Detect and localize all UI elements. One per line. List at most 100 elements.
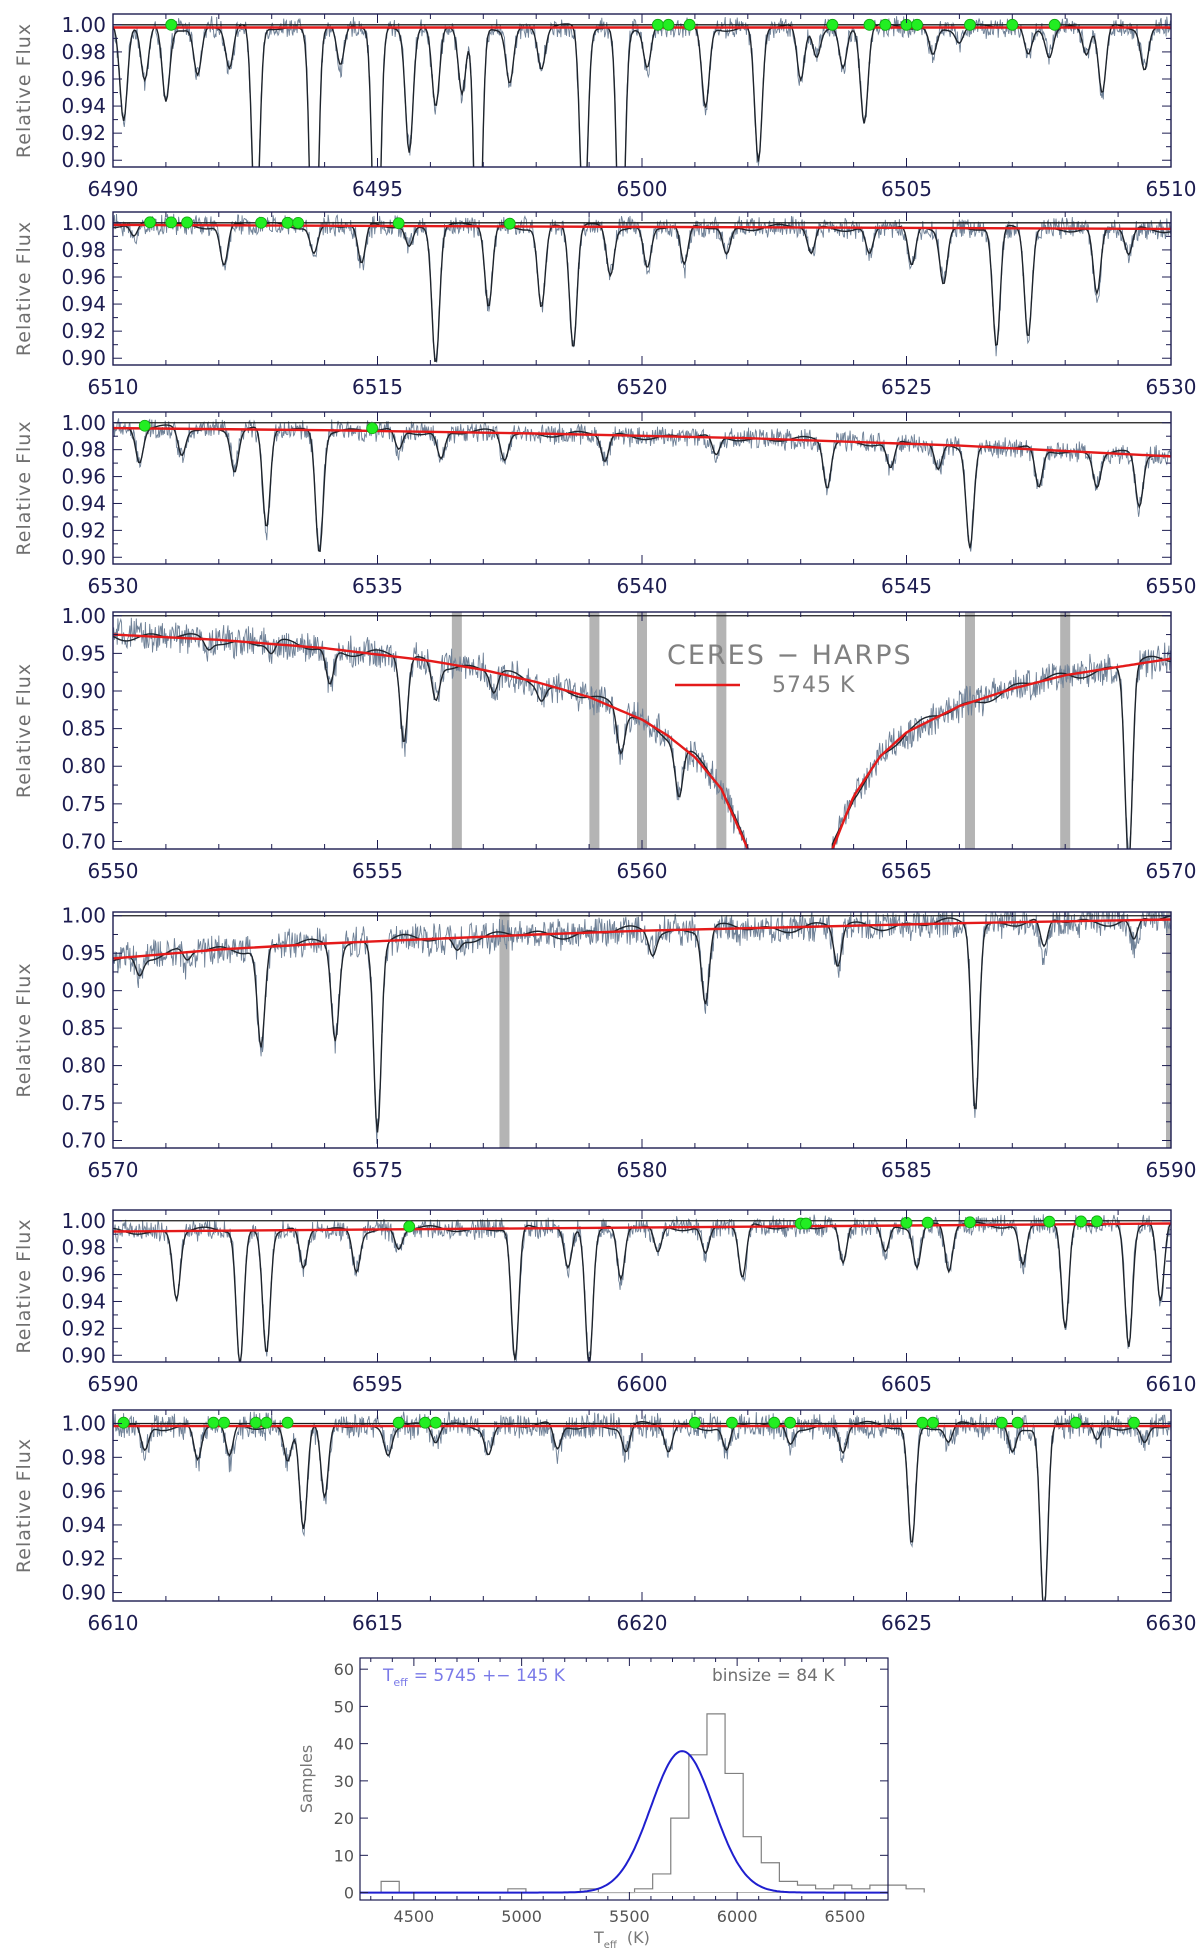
x-tick-label: 6525: [881, 375, 932, 399]
y-tick-label: 0.98: [61, 40, 106, 64]
y-axis-label: Relative Flux: [13, 1438, 35, 1573]
x-tick-label: 6590: [1146, 1158, 1197, 1182]
plot-area: [113, 1214, 1171, 1362]
fit-marker-11: [1048, 18, 1061, 31]
x-tick-label: 6535: [352, 574, 403, 598]
plot-area: [113, 16, 1171, 167]
histogram-xlabel-main: T: [593, 1928, 604, 1947]
x-tick-label: 6610: [1146, 1372, 1197, 1396]
fit-marker-0: [117, 1416, 130, 1429]
x-tick-label: 6515: [352, 375, 403, 399]
fit-marker-9: [689, 1416, 701, 1429]
fit-marker-17: [1069, 1416, 1082, 1429]
hist-y-tick-label: 40: [334, 1735, 354, 1754]
fit-marker-2: [218, 1416, 230, 1429]
y-tick-label: 0.92: [61, 319, 106, 343]
x-tick-label: 6560: [617, 859, 668, 883]
x-tick-label: 6585: [881, 1158, 932, 1182]
observed-spectrum: [113, 1214, 1171, 1362]
x-tick-label: 6630: [1146, 1611, 1197, 1635]
fit-line-red-wing: [831, 657, 1171, 849]
fit-marker-13: [916, 1416, 929, 1429]
y-tick-label: 0.70: [61, 829, 106, 853]
y-tick-label: 0.96: [61, 1479, 106, 1503]
plot-area: [113, 418, 1171, 552]
x-tick-label: 6605: [881, 1372, 932, 1396]
x-tick-label: 6580: [617, 1158, 668, 1182]
binsize-annotation: binsize = 84 K: [712, 1666, 835, 1686]
plot-area: [113, 612, 1171, 849]
y-tick-label: 0.96: [61, 67, 106, 91]
x-tick-label: 6510: [1146, 177, 1197, 201]
axis-frame: [112, 211, 1172, 366]
plot-area: [113, 912, 1171, 1148]
y-tick-label: 0.94: [61, 292, 106, 316]
hist-y-tick-label: 50: [334, 1697, 354, 1716]
fit-marker-1: [165, 216, 178, 229]
hist-x-tick-label: 6000: [717, 1907, 758, 1926]
masked-region-1: [589, 612, 600, 849]
fit-marker-4: [826, 18, 839, 31]
fit-marker-5: [964, 1216, 976, 1229]
y-tick-label: 0.70: [61, 1129, 106, 1153]
y-tick-label: 0.75: [61, 1091, 106, 1115]
fit-marker-10: [726, 1416, 738, 1429]
fit-marker-14: [927, 1416, 939, 1429]
y-tick-label: 0.90: [61, 979, 106, 1003]
fit-marker-6: [1043, 1215, 1056, 1228]
hist-y-tick-label: 30: [334, 1772, 354, 1791]
fit-marker-0: [144, 216, 156, 229]
masked-region-3: [716, 612, 727, 849]
hist-x-tick-label: 5000: [501, 1907, 542, 1926]
fit-marker-4: [281, 216, 294, 229]
masked-region-0: [499, 912, 510, 1148]
y-tick-label: 0.98: [61, 1236, 106, 1260]
teff-histogram-panel: 4500 5000 5500 6000 6500 0 10 20 30 40 50 60 Samples: [297, 1657, 925, 1926]
hist-y-tick-label: 20: [334, 1809, 354, 1828]
x-tick-label: 6500: [617, 177, 668, 201]
x-tick-label: 6575: [352, 1158, 403, 1182]
y-tick-label: 1.00: [61, 1412, 106, 1436]
teff-annotation-sub: eff: [393, 1676, 408, 1689]
fit-marker-7: [419, 1416, 432, 1429]
fit-marker-12: [784, 1416, 797, 1429]
masked-region-0: [451, 612, 462, 849]
plot-area: [113, 1411, 1171, 1601]
y-tick-label: 0.96: [61, 1263, 106, 1287]
y-tick-label: 0.90: [61, 148, 106, 172]
y-tick-label: 0.90: [61, 1343, 106, 1367]
fit-line-blue-wing: [113, 633, 749, 849]
smoothed-spectrum: [113, 915, 1171, 1133]
fit-marker-2: [662, 18, 675, 31]
masked-region-4: [964, 612, 975, 849]
y-tick-label: 1.00: [61, 13, 106, 37]
hist-x-tick-label: 6500: [825, 1907, 866, 1926]
y-axis-label: Relative Flux: [13, 1218, 35, 1353]
spectrum-panel-4: 6550 6555 6560 6565 6570 0.70 0.75 0.80 0.85 0.90…: [13, 604, 1196, 883]
y-tick-label: 0.90: [61, 1581, 106, 1605]
fit-marker-15: [995, 1416, 1008, 1429]
smoothed-spectrum: [113, 1221, 1171, 1362]
fit-marker-4: [921, 1216, 934, 1229]
x-tick-label: 6595: [352, 1372, 403, 1396]
histogram-xlabel-sub: eff: [604, 1940, 618, 1950]
spectrum-panel-3: 6530 6535 6540 6545 6550 0.90 0.92 0.940.96 0.98…: [13, 411, 1196, 598]
fit-marker-0: [165, 18, 178, 31]
fit-marker-4: [260, 1416, 273, 1429]
hist-x-tick-label: 5500: [609, 1907, 650, 1926]
y-tick-label: 0.90: [61, 679, 106, 703]
hist-y-axis-label: Samples: [297, 1745, 316, 1813]
histogram-annotations: Teff = 5745 +− 145 K binsize = 84 K Teff (…: [382, 1666, 835, 1950]
hist-y-tick-label: 60: [334, 1660, 354, 1679]
observed-spectrum: [113, 418, 1171, 552]
x-tick-label: 6505: [881, 177, 932, 201]
y-tick-label: 0.98: [61, 438, 106, 462]
fit-marker-5: [863, 18, 876, 31]
x-tick-label: 6620: [617, 1611, 668, 1635]
y-tick-label: 0.98: [61, 238, 106, 262]
observed-spectrum: [113, 213, 1171, 363]
masked-region-1: [1166, 912, 1171, 1148]
x-tick-label: 6565: [881, 859, 932, 883]
spectrum-panel-7: 6610 6615 6620 6625 6630 0.90 0.92 0.94 0.96 0.98…: [13, 1409, 1197, 1635]
histogram-xlabel: Teff (K): [593, 1928, 650, 1950]
